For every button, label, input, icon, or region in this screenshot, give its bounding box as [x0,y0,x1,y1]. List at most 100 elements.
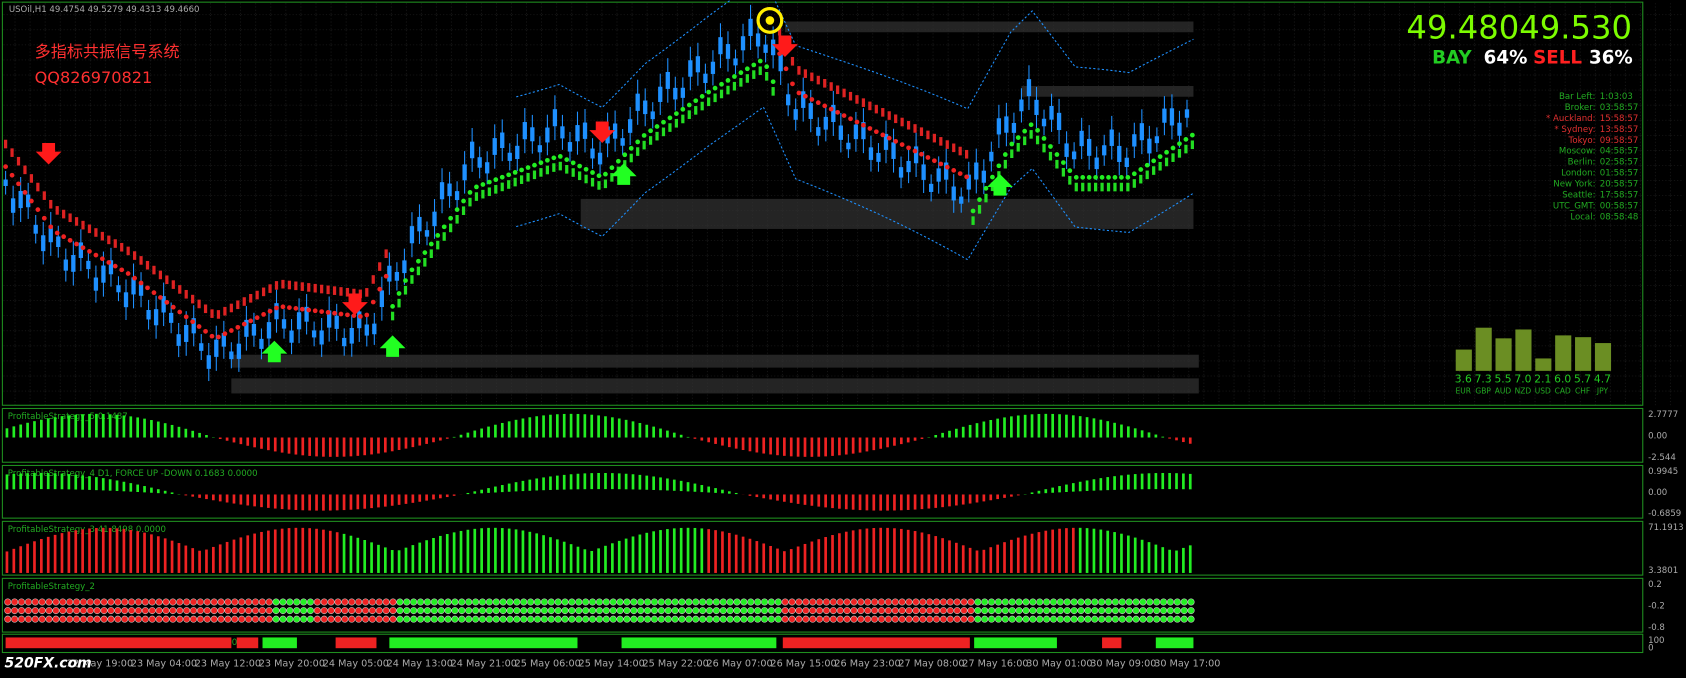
signal-dot [314,616,320,622]
strength-currency: CAD [1555,386,1571,395]
indicator-label: ProfitableStrategy_2 [8,582,95,592]
signal-dot [541,607,547,613]
histogram-bar [6,474,9,489]
candle [1019,100,1023,112]
trend-bar [526,173,529,182]
histogram-bar [639,423,642,438]
histogram-bar [659,530,662,573]
histogram-bar [1086,528,1089,573]
signal-dot [39,607,45,613]
signal-dot [18,607,24,613]
trend-dot [500,175,505,180]
candle [56,236,60,247]
candle [997,118,1001,134]
histogram-bar [1079,528,1082,573]
signal-dot [775,599,781,605]
signal-dot [576,607,582,613]
strength-bar [1555,335,1571,370]
histogram-bar [102,478,105,490]
clock-value: 13:58:57 [1600,125,1639,135]
signal-dot [225,616,231,622]
trend-dot [293,306,298,311]
histogram-bar [749,438,752,452]
signal-dot [754,616,760,622]
candle [1170,108,1174,125]
histogram-bar [446,438,449,439]
histogram-bar [123,529,126,573]
trend-dot [268,309,273,314]
histogram-bar [866,494,869,510]
signal-dot [679,616,685,622]
signal-dot [121,616,127,622]
signal-dot [472,607,478,613]
trend-bar [913,124,916,133]
trend-dot [113,264,118,269]
signal-dot [1147,599,1153,605]
strength-bar [1575,337,1591,371]
trend-bar [578,171,581,180]
trend-dot [422,250,427,255]
candle [929,184,933,192]
histogram-bar [955,543,958,573]
signal-dot [589,607,595,613]
signal-dot [596,616,602,622]
signal-strip [6,637,232,648]
histogram-bar [845,494,848,509]
histogram-bar [102,528,105,573]
trend-bar [939,137,942,146]
signal-dot [803,607,809,613]
histogram-bar [645,425,648,438]
trend-bar [520,175,523,184]
trend-bar [391,312,394,321]
signal-dot [816,607,822,613]
histogram-bar [308,438,311,456]
histogram-bar [728,438,731,448]
signal-dot [1071,599,1077,605]
signal-dot [1050,616,1056,622]
histogram-bar [673,433,676,438]
signal-dot [445,616,451,622]
trend-dot [326,310,331,315]
histogram-bar [996,419,999,438]
signal-dot [617,607,623,613]
candle [703,74,707,83]
trend-dot [1119,175,1124,180]
candle [342,338,346,346]
trend-bar [675,119,678,128]
signal-dot [940,607,946,613]
signal-dot [933,607,939,613]
histogram-bar [811,494,814,505]
signal-dot [961,599,967,605]
histogram-bar [535,416,538,437]
histogram-bar [460,435,463,438]
trend-dot [584,167,589,172]
signal-dot [1016,607,1022,613]
signal-dot [1009,599,1015,605]
candle [688,60,692,76]
signal-dot [913,616,919,622]
strength-bar [1515,329,1531,370]
trend-dot [448,216,453,221]
histogram-bar [336,494,339,510]
clock-label: Bar Left: [1559,92,1595,102]
trend-bar [894,114,897,123]
trend-bar [101,232,104,241]
histogram-bar [955,429,958,438]
histogram-bar [694,438,697,439]
signal-dot [1147,607,1153,613]
candle [1185,109,1189,117]
signal-dot [748,616,754,622]
trend-dot [10,173,15,178]
signal-dot [720,607,726,613]
histogram-bar [996,545,999,573]
trend-dot [558,154,563,159]
histogram-bar [700,438,703,441]
signal-dot [775,616,781,622]
histogram-bar [694,528,697,573]
trend-dot [487,180,492,185]
trend-bar [817,76,820,85]
signal-dot [328,607,334,613]
signal-dot [465,616,471,622]
trend-bar [907,121,910,130]
